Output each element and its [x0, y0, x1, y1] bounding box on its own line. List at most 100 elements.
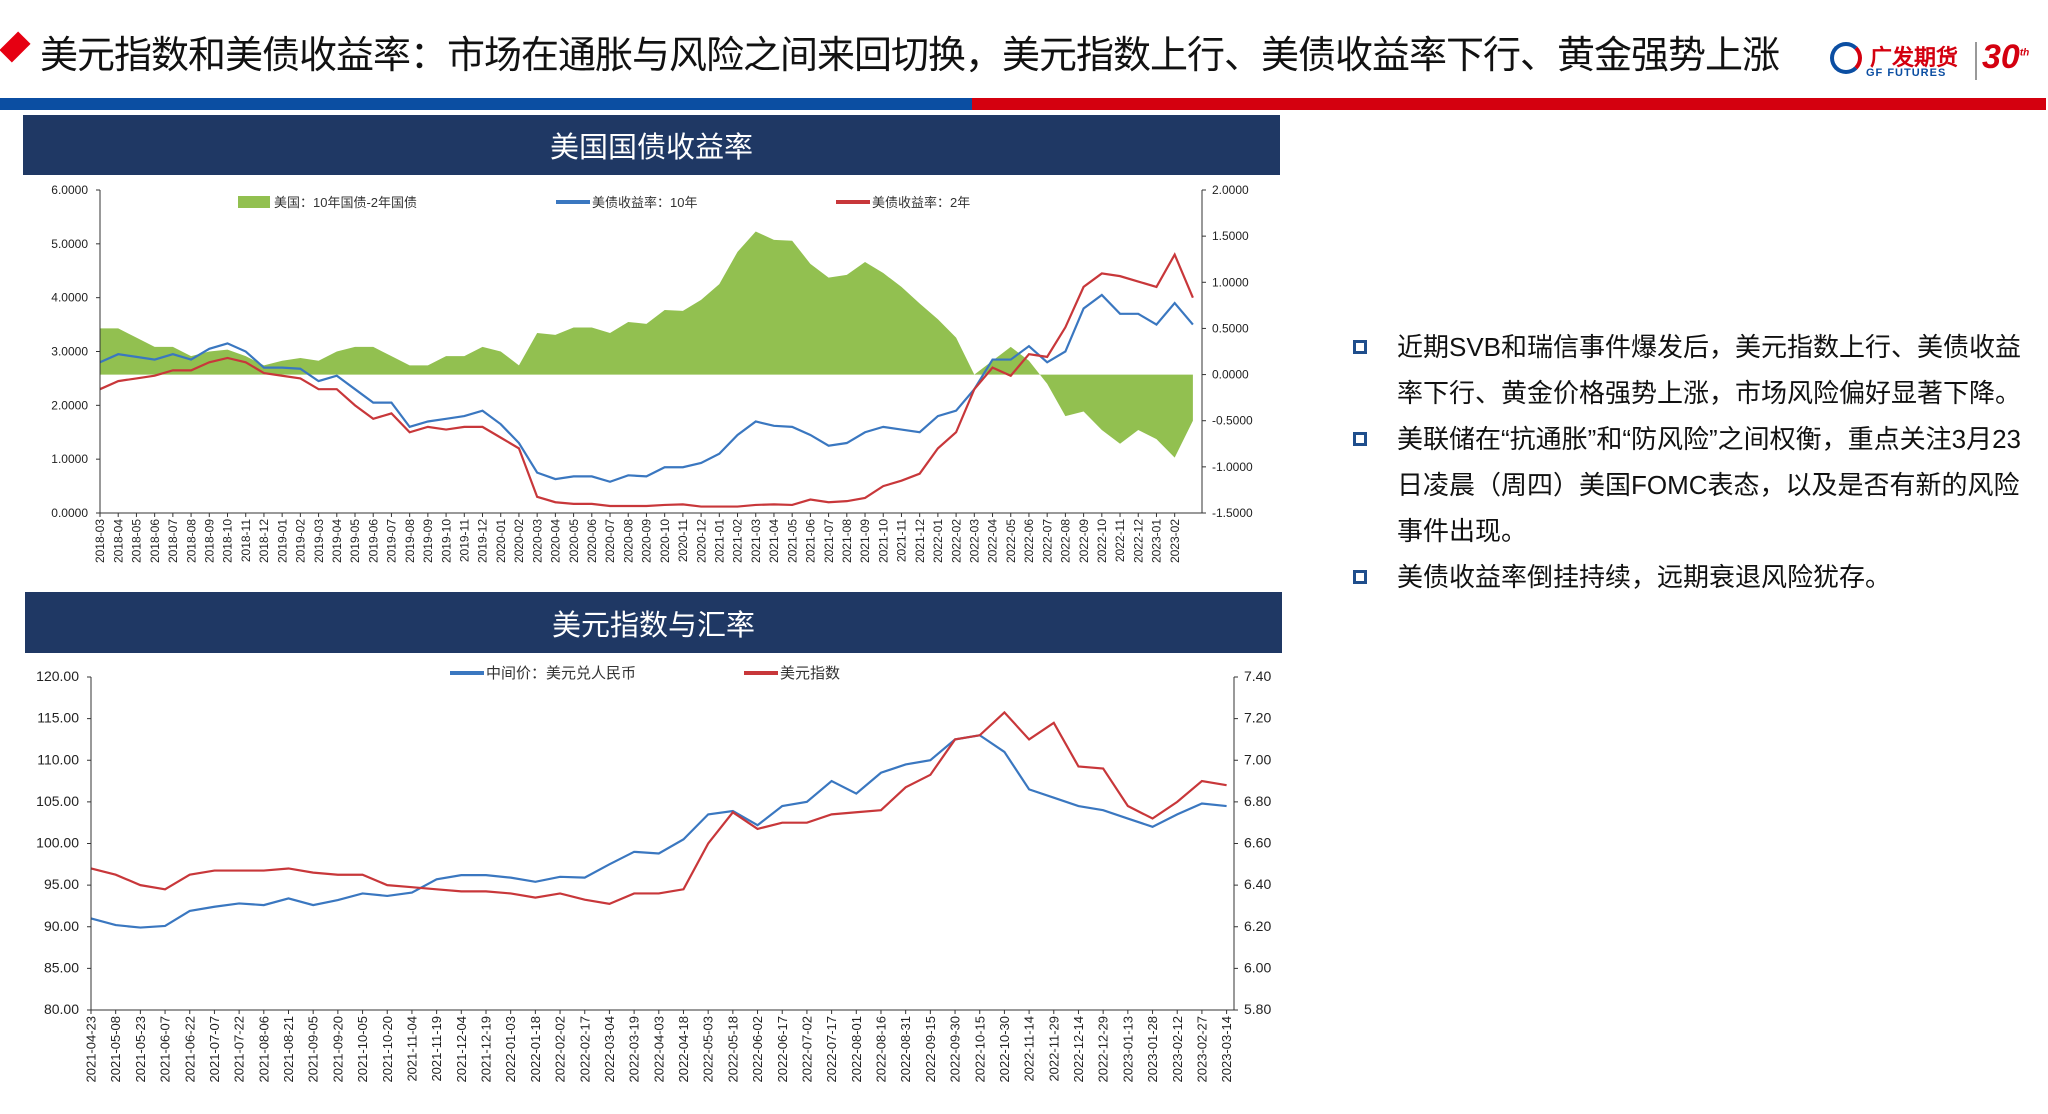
x-tick-label: 2020-11 — [676, 519, 690, 562]
x-tick-label: 2019-10 — [439, 519, 453, 563]
bullet-text: 美债收益率倒挂持续，远期衰退风险犹存。 — [1397, 562, 1892, 592]
x-tick-label: 2023-01 — [1150, 519, 1164, 563]
legend-label: 美元指数 — [780, 665, 840, 682]
x-tick-label: 2018-07 — [166, 519, 180, 563]
x-tick-label: 2019-06 — [366, 519, 380, 563]
x-tick-label: 2019-04 — [330, 519, 344, 563]
x-tick-label: 2022-01-18 — [528, 1016, 543, 1083]
title-diamond-icon — [0, 31, 31, 63]
x-tick-label: 2021-12 — [913, 519, 927, 563]
right-tick-label: 1.0000 — [1212, 275, 1249, 289]
x-tick-label: 2023-03-14 — [1219, 1016, 1234, 1083]
left-tick-label: 3.0000 — [51, 345, 88, 359]
x-tick-label: 2021-01 — [713, 519, 727, 563]
x-tick-label: 2018-04 — [111, 519, 125, 563]
x-tick-label: 2021-02 — [731, 519, 745, 563]
left-tick-label: 120.00 — [36, 668, 79, 684]
x-tick-label: 2021-10-20 — [380, 1016, 395, 1083]
legend-label: 美债收益率：2年 — [872, 195, 970, 210]
x-tick-label: 2020-02 — [512, 519, 526, 563]
x-tick-label: 2022-03-04 — [602, 1016, 617, 1083]
x-tick-label: 2022-08-01 — [849, 1016, 864, 1083]
left-tick-label: 2.0000 — [51, 398, 88, 412]
x-tick-label: 2022-07-02 — [799, 1016, 814, 1083]
x-tick-label: 2022-04-18 — [676, 1016, 691, 1083]
x-tick-label: 2021-09-20 — [330, 1016, 345, 1083]
x-tick-label: 2021-09-05 — [306, 1016, 321, 1083]
x-tick-label: 2018-08 — [184, 519, 198, 563]
logo-cn: 广发期货 — [1870, 45, 1959, 70]
x-tick-label: 2022-11 — [1113, 519, 1127, 562]
x-tick-label: 2022-08-31 — [898, 1016, 913, 1083]
x-tick-label: 2019-09 — [421, 519, 435, 563]
logo-en: GF FUTURES — [1866, 67, 1947, 79]
square-bullet-icon — [1353, 432, 1367, 446]
x-tick-label: 2021-04 — [767, 519, 781, 563]
x-tick-label: 2022-11-29 — [1046, 1016, 1061, 1082]
x-tick-label: 2022-01-03 — [503, 1016, 518, 1083]
series-line-0 — [90, 734, 1227, 929]
x-tick-label: 2023-02 — [1168, 519, 1182, 563]
legend-swatch — [238, 196, 270, 208]
x-tick-label: 2021-07 — [822, 519, 836, 563]
right-tick-label: 6.80 — [1244, 793, 1271, 809]
x-tick-label: 2021-12-19 — [479, 1016, 494, 1083]
right-tick-label: 6.40 — [1244, 876, 1271, 892]
x-tick-label: 2022-01 — [931, 519, 945, 563]
x-tick-label: 2019-07 — [385, 519, 399, 563]
page-title: 美元指数和美债收益率：市场在通胀与风险之间来回切换，美元指数上行、美债收益率下行… — [40, 35, 1780, 77]
bullet-text: 美联储在“抗通胀”和“防风险”之间权衡，重点关注3月23日凌晨（周四）美国FOM… — [1397, 424, 2022, 546]
x-tick-label: 2022-09-30 — [948, 1016, 963, 1083]
x-tick-label: 2021-11-19 — [429, 1016, 444, 1082]
bullet-list: 近期SVB和瑞信事件爆发后，美元指数上行、美债收益率下行、黄金价格强势上涨，市场… — [1353, 324, 2033, 600]
logo-anniversary: 30th — [1982, 38, 2029, 77]
x-tick-label: 2021-05 — [785, 519, 799, 563]
left-tick-label: 90.00 — [44, 918, 79, 934]
left-tick-label: 5.0000 — [51, 237, 88, 251]
x-tick-label: 2018-03 — [93, 519, 107, 563]
x-tick-label: 2022-02 — [949, 519, 963, 563]
x-tick-label: 2022-06 — [1022, 519, 1036, 563]
left-tick-label: 80.00 — [44, 1001, 79, 1017]
right-tick-label: 1.5000 — [1212, 229, 1249, 243]
x-tick-label: 2019-08 — [403, 519, 417, 563]
left-tick-label: 1.0000 — [51, 452, 88, 466]
x-tick-label: 2021-04-23 — [84, 1016, 99, 1083]
right-tick-label: 0.0000 — [1212, 368, 1249, 382]
right-tick-label: 7.00 — [1244, 751, 1271, 767]
legend-label: 美国：10年国债-2年国债 — [274, 195, 417, 210]
x-tick-label: 2022-10-15 — [972, 1016, 987, 1083]
x-tick-label: 2022-07 — [1040, 519, 1054, 563]
x-tick-label: 2018-11 — [239, 519, 253, 562]
left-tick-label: 100.00 — [36, 835, 79, 851]
x-tick-label: 2019-02 — [294, 519, 308, 563]
right-tick-label: -1.5000 — [1212, 506, 1253, 520]
x-tick-label: 2021-08 — [840, 519, 854, 563]
logo-th: th — [2019, 47, 2030, 59]
left-tick-label: 4.0000 — [51, 291, 88, 305]
x-tick-label: 2022-08-16 — [874, 1016, 889, 1083]
x-tick-label: 2022-07-17 — [824, 1016, 839, 1083]
x-tick-label: 2022-12 — [1131, 519, 1145, 563]
x-tick-label: 2022-05 — [1004, 519, 1018, 563]
x-tick-label: 2022-03 — [968, 519, 982, 563]
x-tick-label: 2018-06 — [148, 519, 162, 563]
series-line-2 — [99, 252, 1194, 508]
x-tick-label: 2018-09 — [202, 519, 216, 563]
x-tick-label: 2023-01-28 — [1145, 1016, 1160, 1083]
x-tick-label: 2021-03 — [749, 519, 763, 563]
x-tick-label: 2020-10 — [658, 519, 672, 563]
bullet-item: 美联储在“抗通胀”和“防风险”之间权衡，重点关注3月23日凌晨（周四）美国FOM… — [1353, 416, 2033, 554]
x-tick-label: 2020-01 — [494, 519, 508, 563]
x-tick-label: 2022-02-17 — [577, 1016, 592, 1083]
bullet-item: 美债收益率倒挂持续，远期衰退风险犹存。 — [1353, 554, 2033, 600]
usd-index-fx-chart: 120.00 115.00 110.00 105.00 100.00 95.00 90.00… — [36, 665, 1271, 1083]
x-tick-label: 2021-07-07 — [207, 1016, 222, 1083]
x-tick-label: 2022-12-14 — [1071, 1016, 1086, 1083]
x-tick-label: 2023-01-13 — [1120, 1016, 1135, 1083]
x-tick-label: 2022-11-14 — [1022, 1016, 1037, 1082]
x-tick-label: 2023-02-27 — [1194, 1016, 1209, 1083]
series-area-0 — [100, 231, 1193, 458]
square-bullet-icon — [1353, 570, 1367, 584]
x-tick-label: 2020-03 — [530, 519, 544, 563]
